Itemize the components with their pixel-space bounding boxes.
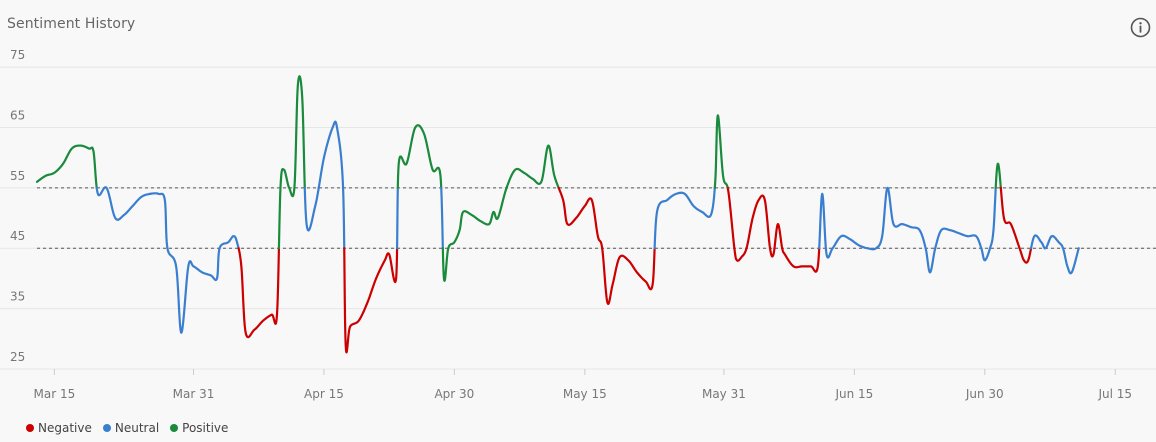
series-line-neutral <box>818 192 827 250</box>
legend-item-positive[interactable]: Positive <box>170 421 228 435</box>
series-line-neutral <box>103 186 240 334</box>
legend-item-negative[interactable]: Negative <box>26 421 92 435</box>
y-tick-label: 75 <box>10 48 25 62</box>
x-tick-label: Apr 15 <box>304 387 344 401</box>
threshold-layer <box>37 187 1156 249</box>
legend-label-negative: Negative <box>38 421 92 435</box>
x-tick-label: Mar 15 <box>34 387 76 401</box>
y-tick-label: 65 <box>10 108 25 122</box>
series-line-neutral <box>95 186 106 197</box>
series-line-neutral <box>317 120 346 250</box>
x-tick-label: Jun 15 <box>834 387 873 401</box>
x-tick-label: Mar 31 <box>173 387 215 401</box>
series-line-neutral <box>653 186 716 250</box>
series-line-negative <box>726 186 776 262</box>
positive-dot-icon <box>170 424 179 432</box>
x-axis-ticks: Mar 15 Mar 31 Apr 15 Apr 30 May 15 May 31 Jun … <box>34 369 1132 401</box>
line-layer <box>35 75 1080 354</box>
series-line-neutral <box>1029 234 1046 250</box>
series-line-neutral <box>395 186 399 250</box>
grid-layer <box>0 66 1156 370</box>
series-line-neutral <box>1043 234 1080 275</box>
series-line-positive <box>277 75 306 250</box>
x-tick-label: Jun 30 <box>965 387 1004 401</box>
legend: Negative Neutral Positive <box>26 421 228 435</box>
series-line-positive <box>713 114 729 189</box>
y-tick-label: 35 <box>10 290 25 304</box>
info-icon[interactable] <box>1130 17 1151 38</box>
series-line-negative <box>773 222 821 273</box>
y-axis-ticks: 25 35 45 55 65 75 <box>10 48 25 364</box>
legend-item-neutral[interactable]: Neutral <box>102 421 160 435</box>
x-tick-label: Apr 30 <box>434 387 474 401</box>
series-line-negative <box>999 186 1033 264</box>
y-tick-label: 45 <box>10 229 25 243</box>
negative-dot-icon <box>26 424 34 432</box>
series-line-positive <box>441 144 560 282</box>
series-line-neutral <box>303 186 320 232</box>
y-tick-label: 55 <box>10 169 25 183</box>
legend-label-neutral: Neutral <box>114 421 160 435</box>
y-tick-label: 25 <box>10 350 25 364</box>
x-tick-label: Jul 15 <box>1097 387 1132 401</box>
series-line-negative <box>343 247 399 354</box>
series-line-positive <box>396 124 443 189</box>
x-tick-label: May 15 <box>563 387 607 401</box>
x-tick-label: May 31 <box>702 387 746 401</box>
series-line-negative <box>557 186 656 305</box>
series-line-neutral <box>440 186 444 250</box>
series-line-positive <box>35 144 98 189</box>
legend-label-positive: Positive <box>182 421 229 435</box>
series-line-neutral <box>824 186 997 274</box>
chart-title: Sentiment History <box>7 16 136 32</box>
series-line-negative <box>237 247 281 339</box>
series-line-positive <box>994 162 1002 189</box>
neutral-dot-icon <box>102 424 111 432</box>
